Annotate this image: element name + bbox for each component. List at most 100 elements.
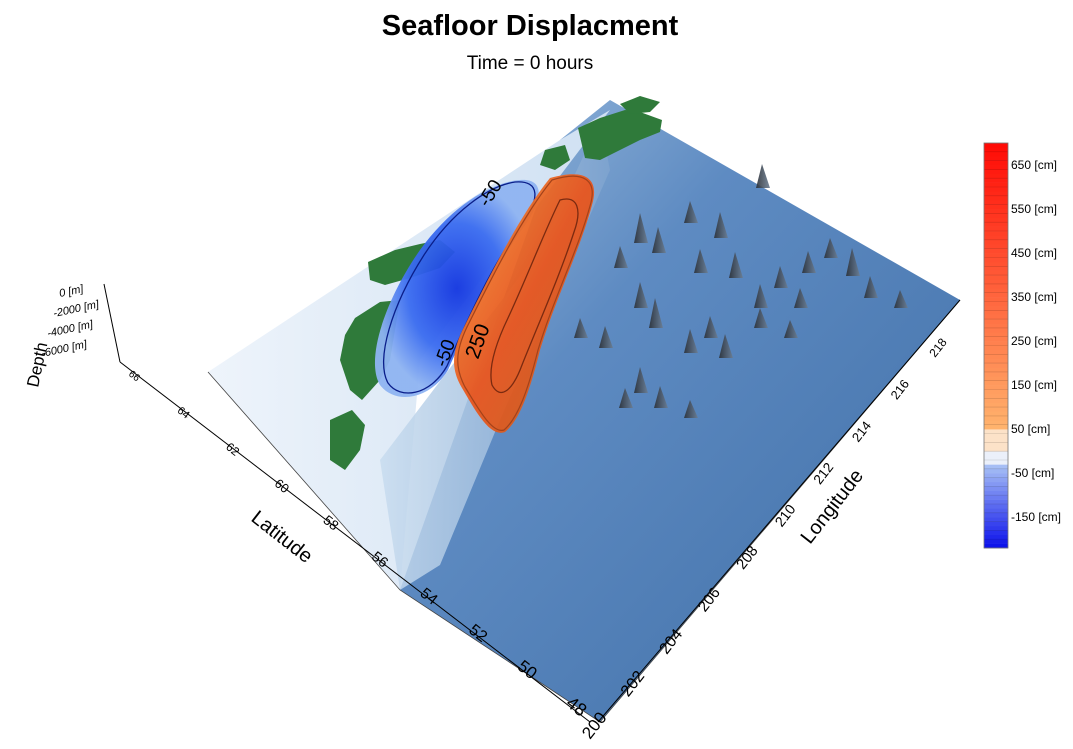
uplift-contour-250 xyxy=(490,198,579,394)
depth-tick-label: -2000 [m] xyxy=(52,298,101,320)
colorbar-swatch xyxy=(984,213,1008,219)
colorbar-swatch xyxy=(984,477,1008,483)
colorbar-swatch xyxy=(984,336,1008,342)
colorbar-swatch xyxy=(984,455,1008,461)
seamount-peak xyxy=(894,290,908,308)
colorbar-tick-label: 550 [cm] xyxy=(1011,202,1057,216)
seamount-peak xyxy=(794,288,808,308)
colorbar-swatch xyxy=(984,521,1008,527)
seamount-peak xyxy=(704,316,718,338)
colorbar-swatch xyxy=(984,468,1008,474)
seamount-peak xyxy=(864,276,878,298)
colorbar-tick-label: -50 [cm] xyxy=(1011,466,1054,480)
colorbar-swatch xyxy=(984,253,1008,258)
colorbar-frame xyxy=(983,142,1009,549)
colorbar-swatch xyxy=(984,508,1008,514)
seamount-peaks xyxy=(574,164,908,418)
seamount-peak xyxy=(634,367,648,393)
colorbar-swatch xyxy=(984,490,1008,496)
colorbar-swatch xyxy=(984,310,1008,315)
subsidence-region xyxy=(374,179,539,397)
colorbar-swatch xyxy=(984,200,1008,205)
colorbar-swatch xyxy=(984,486,1008,492)
colorbar-swatch xyxy=(984,191,1008,197)
seamount-peak xyxy=(694,249,708,273)
colorbar-swatch xyxy=(984,464,1008,470)
colorbar-swatch xyxy=(984,173,1008,179)
seamount-peak xyxy=(652,227,666,253)
colorbar-swatch xyxy=(984,429,1008,434)
latitude-tick-label: 60 xyxy=(272,476,292,496)
colorbar-swatch xyxy=(984,345,1008,351)
colorbar-swatch xyxy=(984,209,1008,214)
seamount-peak xyxy=(756,164,770,188)
colorbar-swatch xyxy=(984,451,1008,456)
seamount-peak xyxy=(754,308,768,328)
colorbar-swatch xyxy=(984,143,1008,148)
colorbar-swatch xyxy=(984,459,1008,465)
uplift-contour-outer xyxy=(457,175,593,431)
latitude-tick-label: 56 xyxy=(368,549,390,571)
seamount-peak xyxy=(774,266,788,288)
colorbar-swatch xyxy=(984,499,1008,505)
seamount-peak xyxy=(719,334,733,358)
colorbar-swatch xyxy=(984,169,1008,175)
longitude-tick-label: 216 xyxy=(888,377,912,402)
colorbar-swatch xyxy=(984,217,1008,223)
colorbar-swatch xyxy=(984,297,1008,302)
colorbar-swatch xyxy=(984,358,1008,364)
colorbar-swatch xyxy=(984,433,1008,439)
seamount-peak xyxy=(684,329,698,353)
colorbar-swatch xyxy=(984,301,1008,307)
seamount-peak xyxy=(784,320,798,338)
colorbar-swatch xyxy=(984,323,1008,329)
colorbar-swatch xyxy=(984,376,1008,382)
colorbar-swatch xyxy=(984,187,1008,192)
colorbar-swatch xyxy=(984,411,1008,417)
colorbar-swatch xyxy=(984,398,1008,404)
colorbar: 650 [cm] 550 [cm] 450 [cm] 350 [cm] 250 [cm]… xyxy=(983,142,1061,549)
colorbar-swatch xyxy=(984,371,1008,377)
colorbar-swatch xyxy=(984,156,1008,161)
seamount-peak xyxy=(614,246,628,268)
seamount-peak xyxy=(802,251,816,273)
colorbar-swatch xyxy=(984,512,1008,518)
depth-axis-line xyxy=(103,283,121,363)
colorbar-swatch xyxy=(984,437,1008,443)
colorbar-tick-label: 650 [cm] xyxy=(1011,158,1057,172)
colorbar-swatch xyxy=(984,402,1008,408)
seamount-peak xyxy=(654,386,668,408)
colorbar-swatch xyxy=(984,266,1008,271)
colorbar-swatch xyxy=(984,543,1008,549)
colorbar-swatch xyxy=(984,424,1008,430)
seamount-peak xyxy=(824,238,838,258)
colorbar-swatch xyxy=(984,239,1008,245)
seamount-peak xyxy=(649,298,663,328)
colorbar-swatch xyxy=(984,517,1008,522)
colorbar-swatch xyxy=(984,195,1008,201)
surface-outline xyxy=(207,299,961,723)
latitude-tick-label: 58 xyxy=(320,512,341,533)
colorbar-tick-label: 350 [cm] xyxy=(1011,290,1057,304)
colorbar-swatch xyxy=(984,226,1008,232)
seamount-peak xyxy=(599,326,613,348)
colorbar-swatch xyxy=(984,151,1008,157)
colorbar-swatch xyxy=(984,530,1008,536)
latitude-axis-label: Latitude xyxy=(247,507,317,568)
seamount-peak xyxy=(714,212,728,238)
seamount-peak xyxy=(729,252,743,278)
seamount-peak xyxy=(634,213,648,243)
seamount-peak xyxy=(846,248,860,276)
chart-title: Seafloor Displacment xyxy=(381,10,679,42)
colorbar-swatch xyxy=(984,349,1008,355)
colorbar-swatch xyxy=(984,341,1008,346)
colorbar-swatch xyxy=(984,525,1008,531)
colorbar-swatch xyxy=(984,420,1008,426)
colorbar-swatch xyxy=(984,204,1008,210)
colorbar-swatch xyxy=(984,319,1008,324)
depth-tick-label: -4000 [m] xyxy=(46,318,95,340)
longitude-axis-line xyxy=(597,299,961,723)
colorbar-swatch xyxy=(984,257,1008,263)
colorbar-swatch xyxy=(984,235,1008,241)
latitude-tick-label: 64 xyxy=(175,405,192,422)
